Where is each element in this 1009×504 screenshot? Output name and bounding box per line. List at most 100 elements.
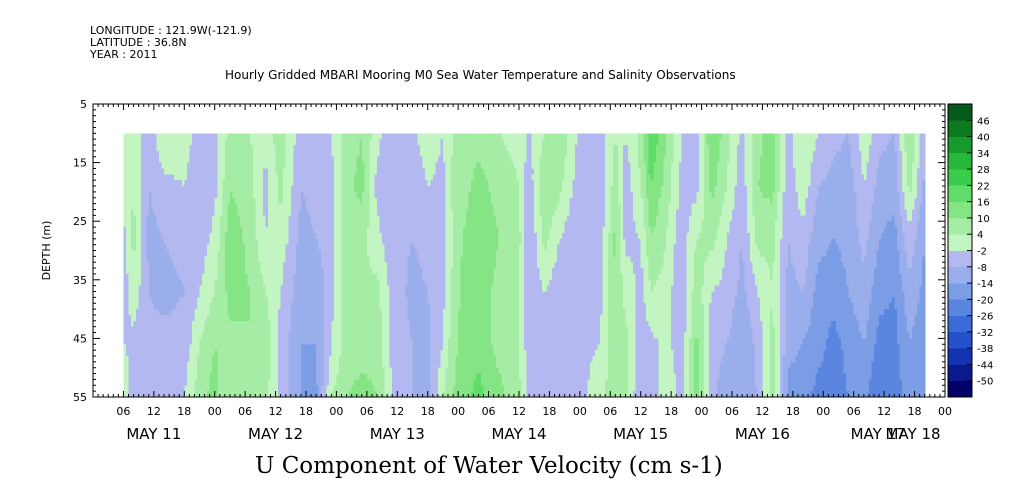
heatmap-cell	[229, 238, 234, 246]
heatmap-cell	[131, 215, 135, 222]
heatmap-cell	[232, 309, 236, 316]
heatmap-cell	[171, 221, 175, 228]
heatmap-cell	[199, 139, 203, 146]
heatmap-cell	[131, 174, 135, 181]
heatmap-cell	[143, 186, 147, 193]
heatmap-cell	[151, 291, 155, 298]
heatmap-cell	[235, 320, 239, 328]
heatmap-cell	[184, 338, 188, 345]
heatmap-cell	[158, 297, 163, 304]
heatmap-cell	[128, 344, 132, 351]
heatmap-cell	[148, 150, 152, 158]
heatmap-cell	[176, 303, 180, 310]
heatmap-cell	[217, 279, 221, 287]
heatmap-cell	[229, 332, 234, 339]
heatmap-cell	[131, 373, 135, 381]
heatmap-cell	[191, 361, 196, 369]
heatmap-cell	[176, 139, 180, 146]
heatmap-cell	[237, 309, 241, 316]
heatmap-cell	[146, 209, 150, 216]
heatmap-cell	[207, 338, 211, 345]
heatmap-cell	[217, 373, 221, 381]
heatmap-cell	[240, 326, 244, 334]
heatmap-cell	[169, 285, 173, 293]
heatmap-cell	[143, 197, 147, 205]
heatmap-cell	[143, 279, 147, 287]
heatmap-cell	[166, 197, 170, 205]
heatmap-cell	[138, 332, 142, 339]
heatmap-cell	[151, 227, 155, 234]
heatmap-cell	[204, 133, 208, 140]
heatmap-cell	[131, 385, 135, 392]
heatmap-cell	[153, 291, 157, 298]
heatmap-cell	[171, 232, 175, 240]
heatmap-cell	[146, 314, 150, 322]
heatmap-cell	[133, 232, 137, 240]
heatmap-cell	[227, 344, 231, 351]
heatmap-cell	[164, 162, 168, 170]
heatmap-cell	[158, 139, 163, 146]
heatmap-cell	[125, 262, 130, 269]
heatmap-cell	[242, 150, 246, 158]
heatmap-cell	[222, 350, 226, 357]
heatmap-cell	[242, 197, 246, 205]
heatmap-cell	[240, 244, 244, 252]
heatmap-cell	[161, 385, 165, 392]
heatmap-cell	[161, 314, 165, 322]
heatmap-cell	[204, 156, 208, 164]
heatmap-cell	[207, 320, 211, 328]
heatmap-cell	[156, 385, 160, 392]
heatmap-cell	[151, 256, 155, 263]
heatmap-cell	[164, 285, 168, 293]
heatmap-cell	[222, 279, 226, 287]
heatmap-cell	[176, 379, 180, 386]
heatmap-cell	[176, 156, 180, 164]
heatmap-cell	[194, 244, 198, 252]
heatmap-cell	[184, 320, 188, 328]
heatmap-cell	[153, 145, 157, 152]
heatmap-cell	[204, 344, 208, 351]
heatmap-cell	[224, 244, 228, 252]
heatmap-cell	[194, 373, 198, 381]
heatmap-cell	[179, 197, 183, 205]
heatmap-cell	[123, 174, 127, 181]
heatmap-cell	[235, 373, 239, 381]
heatmap-cell	[189, 238, 193, 246]
heatmap-cell	[179, 391, 183, 398]
heatmap-cell	[161, 303, 165, 310]
heatmap-cell	[227, 379, 231, 386]
heatmap-cell	[131, 232, 135, 240]
heatmap-cell	[224, 338, 228, 345]
heatmap-cell	[222, 221, 226, 228]
heatmap-cell	[214, 244, 218, 252]
heatmap-cell	[174, 338, 178, 345]
heatmap-cell	[151, 314, 155, 322]
heatmap-cell	[131, 361, 135, 369]
heatmap-cell	[138, 326, 142, 334]
heatmap-cell	[196, 221, 201, 228]
heatmap-cell	[219, 156, 223, 164]
heatmap-cell	[212, 262, 216, 269]
heatmap-cell	[184, 355, 188, 363]
heatmap-cell	[151, 238, 155, 246]
heatmap-cell	[217, 344, 221, 351]
heatmap-cell	[227, 232, 231, 240]
heatmap-cell	[212, 250, 216, 257]
heatmap-cell	[224, 174, 228, 181]
heatmap-cell	[202, 332, 206, 339]
heatmap-cell	[136, 162, 140, 170]
heatmap-cell	[136, 186, 140, 193]
heatmap-cell	[166, 279, 170, 287]
heatmap-cell	[146, 344, 150, 351]
heatmap-cell	[191, 279, 196, 287]
heatmap-cell	[212, 145, 216, 152]
heatmap-cell	[153, 174, 157, 181]
heatmap-cell	[151, 268, 155, 275]
heatmap-cell	[153, 373, 157, 381]
heatmap-cell	[164, 238, 168, 246]
heatmap-cell	[214, 227, 218, 234]
heatmap-cell	[224, 291, 228, 298]
heatmap-cell	[176, 373, 180, 381]
heatmap-cell	[166, 309, 170, 316]
heatmap-cell	[153, 361, 157, 369]
